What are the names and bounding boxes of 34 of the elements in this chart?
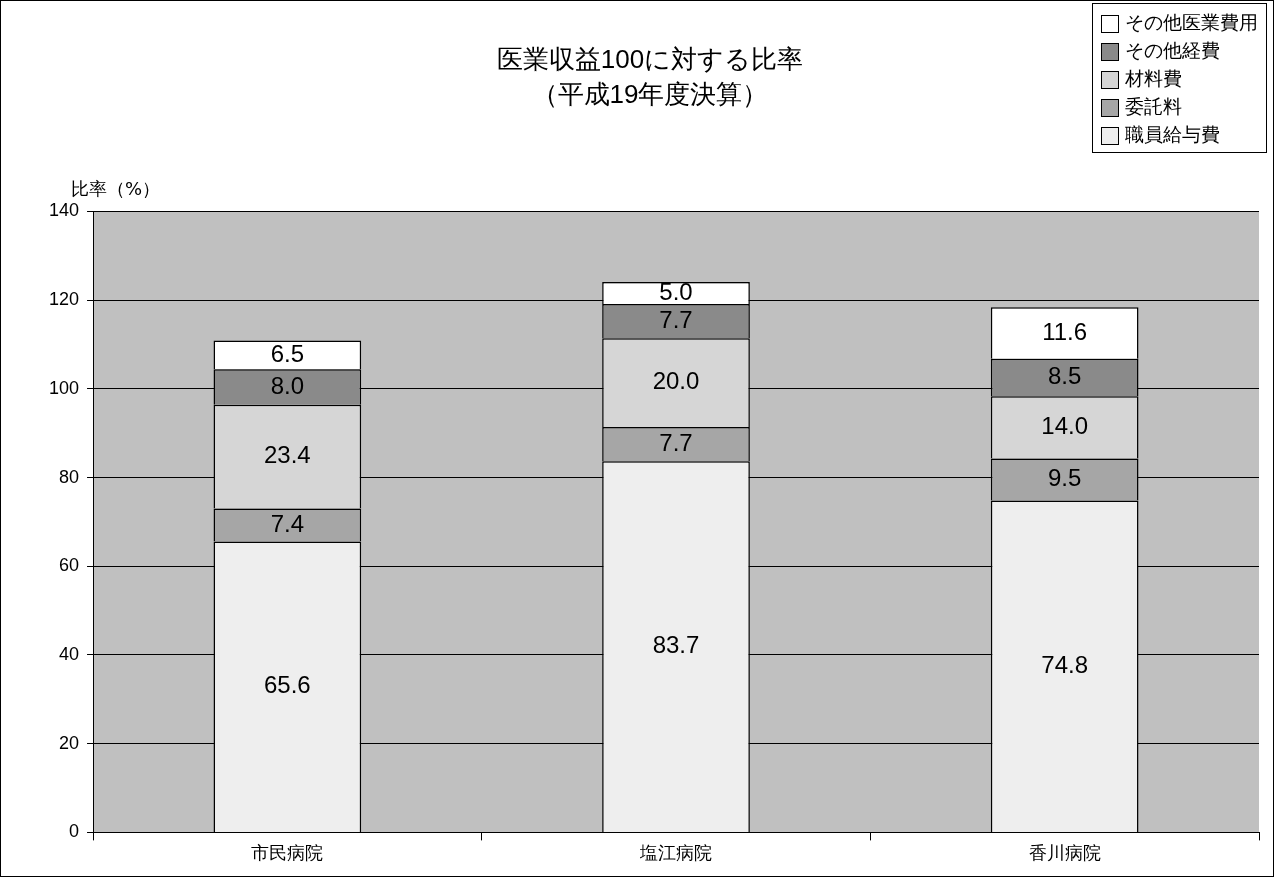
data-label: 7.7 xyxy=(659,428,693,456)
data-label: 7.7 xyxy=(659,305,693,333)
data-label: 20.0 xyxy=(652,367,700,395)
y-tick-label: 80 xyxy=(59,466,80,487)
data-label: 7.4 xyxy=(270,509,305,537)
data-label: 6.5 xyxy=(270,339,305,367)
chart-subtitle: （平成19年度決算） xyxy=(531,78,769,109)
y-tick-label: 100 xyxy=(48,377,80,398)
chart-title: 医業収益100に対する比率 xyxy=(496,43,804,74)
x-tick-label: 市民病院 xyxy=(251,843,324,864)
y-axis-title: 比率（%） xyxy=(71,177,161,201)
data-label: 83.7 xyxy=(652,631,700,659)
y-tick-label: 20 xyxy=(59,732,80,753)
data-label: 5.0 xyxy=(659,277,693,305)
data-label: 11.6 xyxy=(1042,317,1088,345)
y-tick-label: 0 xyxy=(69,821,80,842)
data-label: 9.5 xyxy=(1047,464,1082,492)
y-tick-label: 60 xyxy=(59,555,80,576)
x-tick-label: 香川病院 xyxy=(1028,843,1101,864)
y-tick-label: 140 xyxy=(48,200,80,221)
data-label: 23.4 xyxy=(264,441,311,469)
legend-label: その他経費 xyxy=(1124,38,1221,63)
y-tick-label: 120 xyxy=(48,289,80,310)
data-label: 74.8 xyxy=(1041,650,1089,678)
data-label: 8.5 xyxy=(1047,362,1082,390)
data-label: 65.6 xyxy=(264,671,311,699)
x-tick-label: 塩江病院 xyxy=(639,843,713,864)
data-label: 8.0 xyxy=(270,371,305,399)
y-tick-label: 40 xyxy=(59,643,80,664)
legend-label: 委託料 xyxy=(1124,94,1183,119)
legend-label: 材料費 xyxy=(1124,66,1183,91)
data-label: 14.0 xyxy=(1041,412,1089,440)
legend-label: 職員給与費 xyxy=(1124,122,1221,147)
legend-label: その他医業費用 xyxy=(1124,10,1258,35)
